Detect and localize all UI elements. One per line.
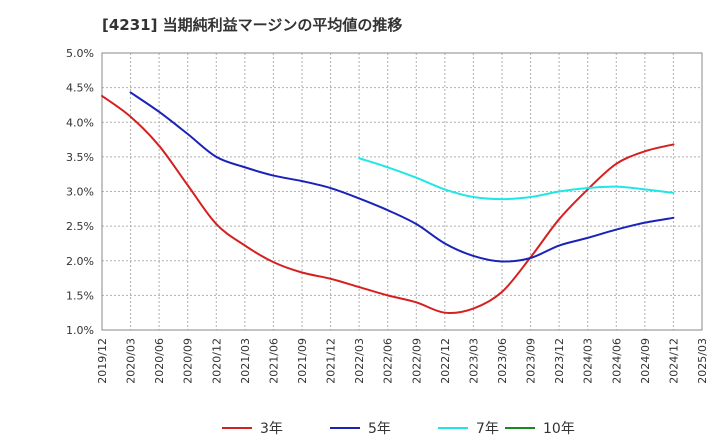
x-tick-label: 2021/12 [325,338,338,384]
series-line-2 [129,91,675,263]
x-tick-label: 2022/12 [439,338,452,384]
y-tick-label: 4.5% [66,82,94,95]
y-tick-label: 1.0% [66,324,94,337]
y-tick-label: 5.0% [66,47,94,60]
series-line-3 [358,157,675,201]
legend-swatch [438,427,468,429]
x-tick-label: 2023/06 [496,338,509,384]
y-tick-label: 1.5% [66,289,94,302]
legend-label: 5年 [368,421,391,437]
x-tick-label: 2025/03 [696,338,709,384]
legend-swatch [505,427,535,429]
y-tick-label: 3.5% [66,151,94,164]
legend-label: 3年 [260,421,283,437]
x-tick-label: 2023/03 [467,338,480,384]
legend-label: 7年 [476,421,499,437]
x-tick-label: 2024/12 [667,338,680,384]
x-tick-label: 2023/12 [553,338,566,384]
legend-item-4: 10年 [505,419,575,437]
x-tick-label: 2020/12 [210,338,223,384]
chart-title: [4231] 当期純利益マージンの平均値の推移 [102,16,403,34]
y-tick-label: 2.0% [66,255,94,268]
x-tick-label: 2019/12 [96,338,109,384]
y-tick-label: 3.0% [66,186,94,199]
series-line-1 [101,94,675,314]
legend-item-3: 7年 [438,419,499,437]
x-tick-label: 2024/06 [610,338,623,384]
legend-swatch [222,427,252,429]
x-tick-label: 2022/03 [353,338,366,384]
x-tick-label: 2021/06 [267,338,280,384]
x-tick-label: 2020/09 [182,338,195,384]
x-tick-label: 2020/06 [153,338,166,384]
x-tick-label: 2021/09 [296,338,309,384]
plot-area-frame [101,52,703,331]
x-tick-label: 2024/09 [639,338,652,384]
legend-label: 10年 [543,421,575,437]
x-tick-label: 2022/06 [382,338,395,384]
x-tick-label: 2021/03 [239,338,252,384]
legend-swatch [330,427,360,429]
y-tick-label: 2.5% [66,220,94,233]
y-tick-label: 4.0% [66,116,94,129]
x-tick-label: 2024/03 [582,338,595,384]
x-tick-label: 2023/09 [525,338,538,384]
legend-item-1: 3年 [222,419,283,437]
x-tick-label: 2020/03 [125,338,138,384]
x-tick-label: 2022/09 [410,338,423,384]
legend-item-2: 5年 [330,419,391,437]
